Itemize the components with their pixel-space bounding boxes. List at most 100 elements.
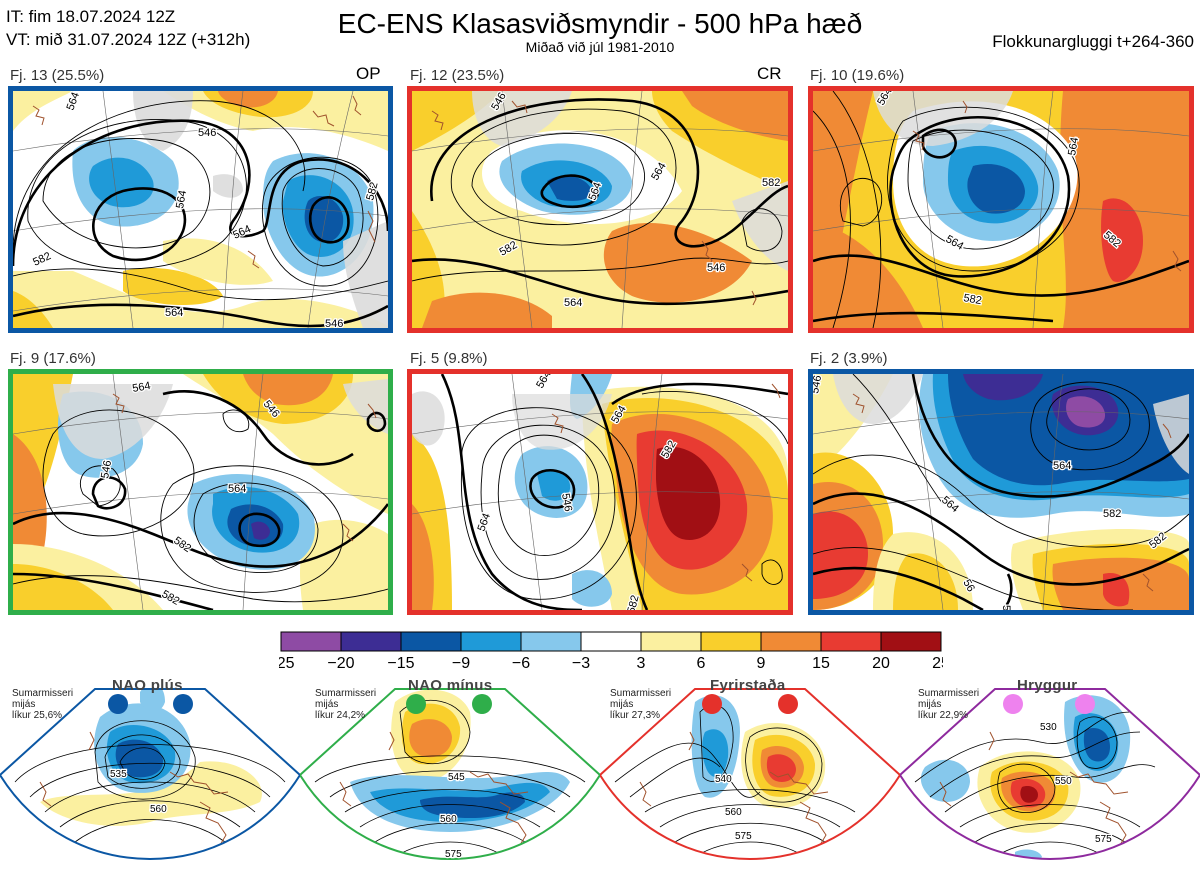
colorbar-tick-label: −3 [572, 655, 590, 671]
page-title: EC-ENS Klasasviðsmyndir - 500 hPa hæð [337, 8, 863, 39]
cluster-map-2: 546 564 564 582 582 564 546 [407, 86, 793, 333]
panel-label: Fj. 2 (3.9%) [810, 350, 888, 367]
cluster-map-3: 564 564 564 582 582 [808, 86, 1194, 333]
colorbar-tick-label: 6 [697, 655, 706, 671]
issue-time: IT: fim 18.07.2024 12Z [6, 7, 176, 26]
regime-likelihood: líkur 25,6% [12, 710, 63, 721]
regime-dot [778, 694, 798, 714]
colorbar-tick-label: 3 [637, 655, 646, 671]
colorbar-tick-label: −15 [387, 655, 414, 671]
regime-dot [108, 694, 128, 714]
regime-note: mijás [918, 699, 942, 710]
contour-label: 546 [325, 318, 343, 328]
regime-name: Hryggur [1017, 677, 1078, 694]
colorbar-tick-label: −9 [452, 655, 470, 671]
regime-dot [1075, 694, 1095, 714]
colorbar-swatch [400, 631, 462, 652]
regime-ridge: 530 550 575 Hryggur Sumarmisseri mijás lík… [898, 672, 1200, 871]
contour-label: 546 [99, 459, 114, 479]
contour-label: 582 [762, 177, 780, 189]
contour-label: 564 [174, 189, 189, 209]
contour-label: 545 [448, 772, 465, 783]
cluster-map-5: 564 546 564 564 582 582 [407, 369, 793, 615]
contour-label: 564 [1053, 460, 1071, 472]
page-subtitle: Miðað við júl 1981-2010 [525, 39, 675, 55]
panel-label: Fj. 10 (19.6%) [810, 67, 905, 84]
colorbar-swatch [580, 631, 642, 652]
contour-label: 575 [1095, 834, 1112, 845]
contour-label: 540 [715, 774, 732, 785]
regime-dot [173, 694, 193, 714]
contour-label: 535 [110, 769, 127, 780]
colorbar-swatch [340, 631, 402, 652]
panel-tag: CR [757, 64, 782, 83]
panel-label: Fj. 9 (17.6%) [10, 350, 96, 367]
colorbar-tick-label: 25 [932, 655, 943, 671]
contour-label: 560 [440, 814, 457, 825]
regime-name: NAO plús [112, 677, 183, 694]
contour-label: 550 [1055, 776, 1072, 787]
cluster-map-6: 54656456458258256546 [808, 369, 1194, 615]
regime-likelihood: líkur 27,3% [610, 710, 661, 721]
regime-note: mijás [610, 699, 634, 710]
contour-label: 575 [735, 831, 752, 842]
regime-season: Sumarmisseri [610, 688, 672, 699]
valid-time: VT: mið 31.07.2024 12Z (+312h) [6, 30, 251, 49]
panel-label: Fj. 5 (9.8%) [410, 350, 488, 367]
contour-label: 564 [165, 307, 183, 319]
colorbar-tick-label: −20 [327, 655, 354, 671]
regime-nao-minus: 545 560 575 NAO mínus Sumarmisseri mijás l… [298, 672, 602, 871]
contour-label: 564 [564, 297, 582, 309]
contour-label: 582 [1103, 508, 1121, 520]
colorbar-swatch [520, 631, 582, 652]
contour-label: 560 [150, 804, 167, 815]
regime-dot [702, 694, 722, 714]
contour-label: 564 [131, 380, 151, 395]
contour-label: 582 [962, 292, 982, 307]
contour-label: 546 [559, 492, 574, 512]
cluster-map-4: 564 546 546 564 582 582 [8, 369, 393, 615]
panel-label: Fj. 12 (23.5%) [410, 67, 505, 84]
regime-season: Sumarmisseri [315, 688, 377, 699]
colorbar-tick-label: −6 [512, 655, 530, 671]
colorbar-swatch [280, 631, 342, 652]
regime-season: Sumarmisseri [918, 688, 980, 699]
colorbar: −25 −20 −15 −9 −6 −3 3 6 9 15 20 25 [267, 631, 950, 672]
contour-label: 564 [65, 91, 83, 112]
regime-name: Fyrirstaða [710, 677, 786, 694]
regime-note: mijás [12, 699, 36, 710]
contour-label: 546 [198, 127, 216, 139]
colorbar-swatch [640, 631, 702, 652]
cluster-map-1: 564 546 564 564 582 582 564 546 [8, 86, 393, 333]
regime-dot [1003, 694, 1023, 714]
panel-tag: OP [356, 64, 381, 83]
colorbar-tick-label: 15 [812, 655, 830, 671]
regime-nao-plus: 535 560 NAO plús Sumarmisseri mijás líkur… [0, 672, 302, 871]
regime-blocking: 540 560 575 Fyrirstaða Sumarmisseri mijás … [598, 672, 902, 871]
panel-label: Fj. 13 (25.5%) [10, 67, 105, 84]
colorbar-tick-label: 20 [872, 655, 890, 671]
colorbar-tick-label: −25 [279, 655, 295, 671]
colorbar-swatch [460, 631, 522, 652]
contour-label: 546 [707, 262, 725, 274]
regime-name: NAO mínus [408, 677, 493, 694]
classification-window: Flokkunargluggi t+264-360 [992, 32, 1194, 51]
colorbar-tick-label: 9 [757, 655, 766, 671]
regime-dot [406, 694, 426, 714]
contour-label: 575 [445, 849, 462, 860]
contour-label: 582 [625, 594, 641, 610]
regime-note: mijás [315, 699, 339, 710]
contour-label: 564 [1066, 136, 1081, 156]
colorbar-swatch [760, 631, 822, 652]
contour-label: 560 [725, 807, 742, 818]
colorbar-swatch [880, 631, 942, 652]
colorbar-swatch [820, 631, 882, 652]
contour-label: 546 [1000, 605, 1012, 610]
contour-label: 530 [1040, 722, 1057, 733]
colorbar-swatch [700, 631, 762, 652]
contour-label: 564 [228, 483, 246, 495]
regime-likelihood: líkur 24,2% [315, 710, 366, 721]
regime-season: Sumarmisseri [12, 688, 74, 699]
regime-likelihood: líkur 22,9% [918, 710, 969, 721]
regime-dot [472, 694, 492, 714]
